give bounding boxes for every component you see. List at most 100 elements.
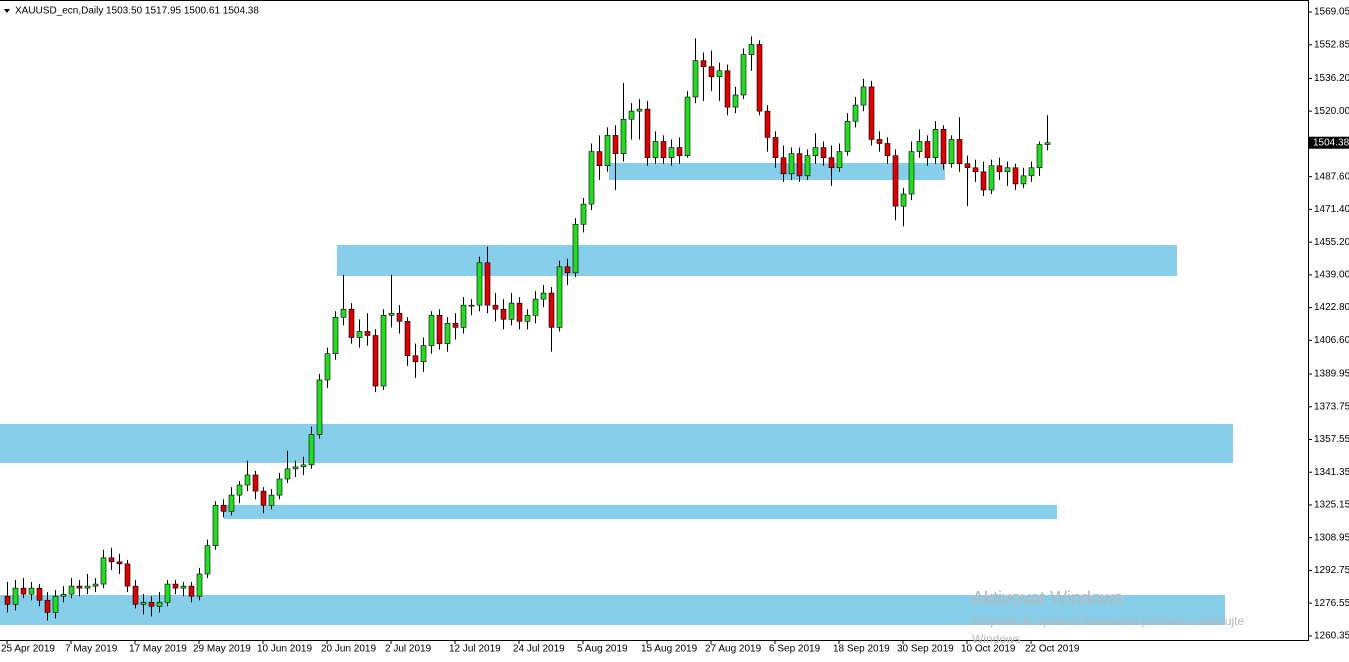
body [228,494,235,512]
ohlc-label: 1503.50 1517.95 1500.61 1504.38 [106,6,259,17]
x-tick-label: 5 Aug 2019 [577,644,628,655]
body [820,147,827,158]
body [628,110,635,120]
y-tick-label: 1439.00 [1314,270,1349,281]
body [764,110,771,138]
body [212,504,219,546]
body [684,96,691,156]
zone [224,505,1057,519]
body [284,468,291,480]
body [1036,144,1043,169]
body [1012,167,1019,185]
body [988,165,995,191]
body [292,466,299,470]
body [484,262,491,306]
body [140,601,147,605]
body [428,314,435,346]
y-tick-label: 1276.55 [1314,598,1349,609]
body [364,331,371,336]
body [460,304,467,328]
body [404,321,411,357]
x-tick-label: 6 Sep 2019 [769,644,821,655]
body [796,153,803,177]
y-tick-label: 1373.75 [1314,401,1349,412]
body [828,157,835,169]
body [588,151,595,205]
body [756,44,763,112]
body [132,585,139,605]
body [748,44,755,55]
body [260,490,267,506]
y-tick-label: 1552.85 [1314,39,1349,50]
body [436,314,443,344]
y-tick-label: 1325.15 [1314,500,1349,511]
body [556,266,563,328]
x-tick-label: 29 May 2019 [193,644,251,655]
body [380,314,387,387]
body [340,308,347,318]
body [372,335,379,387]
candles [4,36,1051,621]
body [836,151,843,169]
menu-arrow[interactable] [4,9,10,13]
x-tick-label: 20 Jun 2019 [321,644,376,655]
zone [609,163,945,180]
body [916,141,923,152]
body [564,266,571,274]
body [676,147,683,156]
body [444,323,451,344]
body [156,601,163,607]
body [1004,167,1011,173]
body [60,593,67,597]
body [76,585,83,589]
body [356,331,363,338]
body [868,86,875,140]
body [164,583,171,603]
body [116,561,123,565]
x-tick-label: 17 May 2019 [129,644,187,655]
body [956,139,963,165]
body [996,165,1003,173]
body [572,224,579,274]
body [172,583,179,589]
body [508,302,515,320]
body [972,167,979,173]
body [844,120,851,152]
body [700,60,707,67]
body [740,54,747,96]
body [100,557,107,585]
y-tick-label: 1455.20 [1314,237,1349,248]
body [300,464,307,468]
body [1028,167,1035,177]
body [612,135,619,154]
body [108,557,115,563]
y-tick-label: 1357.55 [1314,434,1349,445]
body [268,494,275,506]
zone [0,595,1225,625]
body [948,139,955,165]
body [532,298,539,316]
y-tick-label: 1308.95 [1314,532,1349,543]
body [244,474,251,486]
x-tick-label: 10 Oct 2019 [961,644,1016,655]
y-tick-label: 1471.40 [1314,204,1349,215]
watermark-line: Windows. [972,632,1024,646]
body [92,583,99,587]
symbol-title: XAUUSD_ecn,Daily [15,6,103,17]
x-tick-label: 2 Jul 2019 [385,644,432,655]
x-tick-label: 27 Aug 2019 [705,644,762,655]
body [500,308,507,320]
body [636,108,643,112]
x-tick-label: 7 May 2019 [65,644,118,655]
y-tick-label: 1536.20 [1314,73,1349,84]
y-tick-label: 1292.75 [1314,565,1349,576]
x-tick-label: 22 Oct 2019 [1025,644,1080,655]
body [148,601,155,607]
body [980,171,987,191]
zone [337,245,1177,276]
body [36,587,43,601]
body [492,304,499,310]
body [788,153,795,175]
body [316,379,323,435]
